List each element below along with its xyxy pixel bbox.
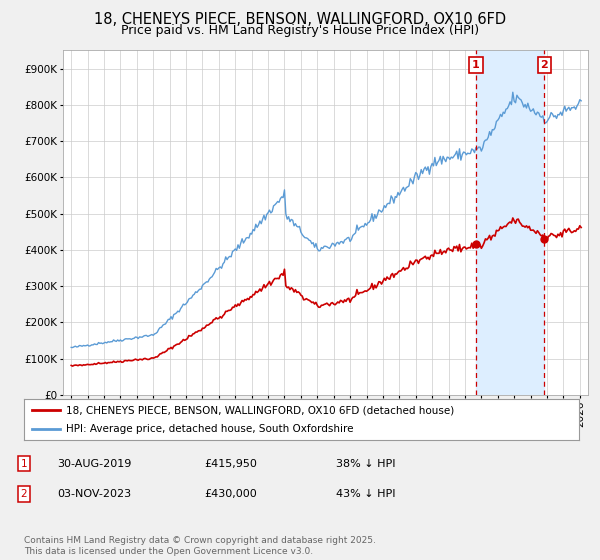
Text: 03-NOV-2023: 03-NOV-2023 — [57, 489, 131, 499]
Text: 1: 1 — [472, 60, 480, 70]
Bar — [476, 50, 544, 395]
Text: Contains HM Land Registry data © Crown copyright and database right 2025.
This d: Contains HM Land Registry data © Crown c… — [24, 536, 376, 556]
Text: Price paid vs. HM Land Registry's House Price Index (HPI): Price paid vs. HM Land Registry's House … — [121, 24, 479, 36]
Text: 18, CHENEYS PIECE, BENSON, WALLINGFORD, OX10 6FD: 18, CHENEYS PIECE, BENSON, WALLINGFORD, … — [94, 12, 506, 27]
Text: 43% ↓ HPI: 43% ↓ HPI — [336, 489, 395, 499]
Text: HPI: Average price, detached house, South Oxfordshire: HPI: Average price, detached house, Sout… — [65, 424, 353, 433]
Text: 2: 2 — [541, 60, 548, 70]
Text: 38% ↓ HPI: 38% ↓ HPI — [336, 459, 395, 469]
Text: £415,950: £415,950 — [204, 459, 257, 469]
Text: 2: 2 — [20, 489, 28, 499]
Text: 18, CHENEYS PIECE, BENSON, WALLINGFORD, OX10 6FD (detached house): 18, CHENEYS PIECE, BENSON, WALLINGFORD, … — [65, 405, 454, 415]
Text: 1: 1 — [20, 459, 28, 469]
Text: £430,000: £430,000 — [204, 489, 257, 499]
Text: 30-AUG-2019: 30-AUG-2019 — [57, 459, 131, 469]
